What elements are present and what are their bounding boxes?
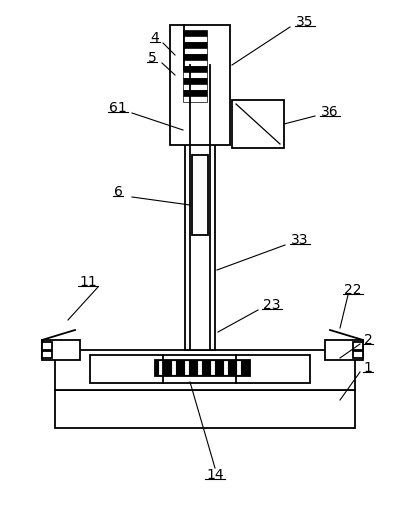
Bar xyxy=(55,350,354,390)
Bar xyxy=(183,90,207,96)
Text: 33: 33 xyxy=(290,233,308,247)
Bar xyxy=(159,361,162,375)
Bar xyxy=(224,361,228,375)
Text: 2: 2 xyxy=(363,333,371,347)
Bar xyxy=(183,96,207,102)
Bar xyxy=(55,390,354,428)
Text: 23: 23 xyxy=(262,298,280,312)
Text: 36: 36 xyxy=(320,105,338,119)
Bar xyxy=(183,30,207,36)
Bar xyxy=(42,340,80,360)
Text: 22: 22 xyxy=(343,283,361,297)
Bar xyxy=(324,340,362,360)
Bar xyxy=(352,351,362,358)
Bar xyxy=(183,66,207,72)
Bar xyxy=(183,48,207,54)
Bar xyxy=(198,361,202,375)
Text: 1: 1 xyxy=(362,361,371,375)
Bar xyxy=(185,361,189,375)
Bar xyxy=(170,25,230,145)
Bar xyxy=(183,54,207,60)
Bar xyxy=(352,342,362,350)
Text: 4: 4 xyxy=(150,31,159,45)
Text: 35: 35 xyxy=(296,15,313,29)
Bar xyxy=(183,36,207,42)
Text: 6: 6 xyxy=(113,185,122,199)
Bar xyxy=(183,42,207,48)
Bar xyxy=(155,360,249,376)
Bar xyxy=(192,155,207,235)
Bar xyxy=(231,100,284,148)
Bar xyxy=(42,351,52,358)
Bar xyxy=(172,361,175,375)
Bar xyxy=(42,342,52,350)
Bar xyxy=(183,84,207,90)
Text: 14: 14 xyxy=(206,468,223,482)
Bar xyxy=(211,361,215,375)
Bar xyxy=(183,60,207,66)
Text: 5: 5 xyxy=(147,51,156,65)
Text: 11: 11 xyxy=(79,275,97,289)
Bar xyxy=(90,355,309,383)
Bar xyxy=(183,72,207,78)
Bar xyxy=(183,78,207,84)
Text: 61: 61 xyxy=(109,101,126,115)
Bar xyxy=(237,361,241,375)
Bar xyxy=(185,65,215,350)
